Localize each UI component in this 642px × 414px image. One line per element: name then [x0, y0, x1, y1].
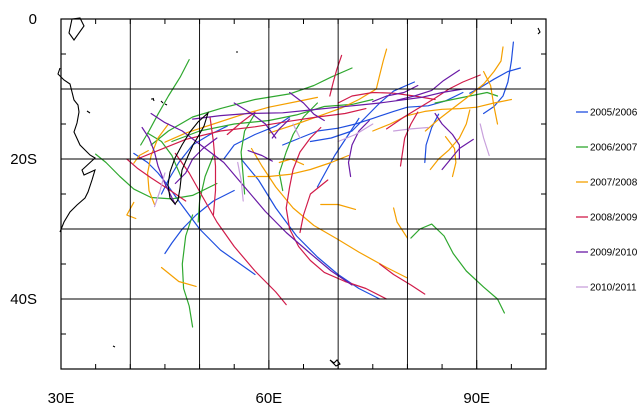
- track-2008-2009-10: [126, 158, 187, 202]
- track-2008-2009-3: [399, 111, 419, 167]
- track-2008-2009-6: [174, 152, 287, 306]
- track-2009-2010-11: [441, 138, 474, 171]
- track-2007-2008-3: [483, 70, 499, 125]
- y-tick-label: 0: [29, 11, 37, 28]
- track-2007-2008-8: [147, 123, 169, 206]
- track-2008-2009-9: [136, 107, 367, 160]
- track-2009-2010-2: [396, 69, 460, 101]
- x-tick-label: 60E: [256, 390, 283, 407]
- track-2006-2007-1: [140, 58, 190, 146]
- cyclone-tracks: [94, 41, 522, 328]
- track-2010-2011-1: [393, 126, 429, 132]
- track-2009-2010-5: [233, 102, 277, 139]
- legend-label: 2005/2006: [590, 108, 638, 119]
- track-2009-2010-10: [434, 112, 460, 160]
- track-2008-2009-7: [299, 179, 329, 234]
- track-2009-2010-9: [347, 119, 370, 178]
- y-tick-label: 40S: [10, 291, 37, 308]
- coastline: [57, 17, 541, 367]
- coastline-islands: [86, 27, 541, 367]
- track-2005-2006-6: [164, 189, 235, 255]
- track-2006-2007-10: [197, 154, 214, 223]
- track-2005-2006-4: [309, 81, 415, 143]
- legend-label: 2006/2007: [590, 143, 638, 154]
- plot-frame: [60, 18, 547, 370]
- track-2007-2008-10: [444, 136, 457, 178]
- track-2005-2006-3: [282, 91, 464, 146]
- legend-label: 2010/2011: [590, 283, 637, 294]
- track-2007-2008-9: [250, 147, 408, 279]
- track-2009-2010-6: [150, 112, 353, 286]
- track-2006-2007-2: [150, 67, 353, 146]
- coastline-madagascar: [167, 111, 210, 205]
- track-2007-2008-13: [393, 207, 408, 239]
- x-tick-label: 30E: [48, 390, 75, 407]
- track-2007-2008-12: [126, 201, 137, 220]
- axis-ticks: 30E 60E 90E 0 20S 40S: [10, 11, 547, 407]
- track-2007-2008-16: [160, 266, 197, 287]
- legend: 2005/2006 2006/2007 2007/2008 2008/2009 2009…: [576, 108, 638, 294]
- track-2005-2006-9: [424, 113, 440, 164]
- gridlines: [61, 19, 546, 369]
- track-2005-2006-5: [160, 125, 228, 195]
- track-2006-2007-4: [181, 214, 194, 328]
- track-2007-2008-15: [133, 150, 149, 164]
- track-2008-2009-2: [386, 74, 481, 130]
- track-2005-2006-8: [240, 158, 381, 300]
- track-2008-2009-8: [379, 263, 426, 295]
- y-tick-label: 20S: [10, 151, 37, 168]
- track-2009-2010-4: [289, 91, 325, 122]
- track-2010-2011-2: [479, 123, 490, 157]
- track-2008-2009-11: [337, 91, 436, 104]
- legend-label: 2009/2010: [590, 248, 638, 259]
- track-2007-2008-4: [429, 109, 471, 171]
- coastline-africa: [57, 17, 96, 233]
- track-2006-2007-6: [410, 223, 505, 314]
- track-2007-2008-1: [268, 48, 388, 134]
- track-2006-2007-11: [147, 132, 182, 178]
- track-2006-2007-3: [94, 153, 218, 200]
- track-2007-2008-2: [424, 46, 504, 132]
- track-2010-2011-5: [292, 123, 301, 139]
- track-2010-2011-6: [153, 172, 166, 208]
- track-2008-2009-12: [226, 111, 256, 136]
- track-2007-2008-7: [247, 154, 350, 178]
- track-2009-2010-13: [271, 118, 291, 139]
- track-2010-2011-4: [237, 161, 244, 202]
- track-2005-2006-11: [316, 117, 360, 188]
- x-tick-label: 90E: [463, 390, 490, 407]
- legend-label: 2008/2009: [590, 213, 638, 224]
- track-2006-2007-9: [240, 112, 256, 195]
- track-2005-2006-7: [133, 152, 256, 276]
- legend-label: 2007/2008: [590, 178, 638, 189]
- track-2009-2010-1: [192, 88, 481, 120]
- track-2006-2007-5: [278, 102, 318, 192]
- track-2007-2008-5: [372, 98, 512, 132]
- track-2010-2011-3: [337, 123, 374, 143]
